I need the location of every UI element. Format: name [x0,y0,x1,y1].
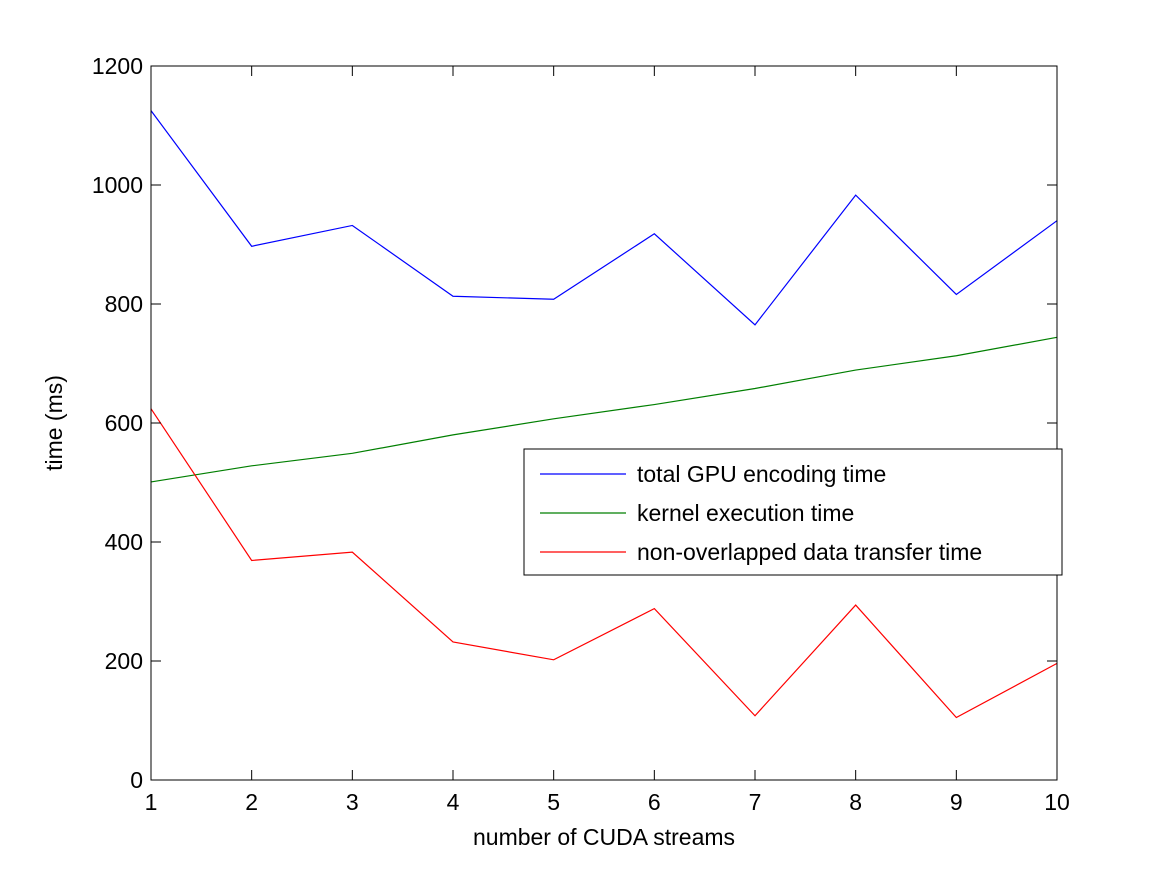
y-axis-label: time (ms) [41,375,67,471]
legend-label-1: total GPU encoding time [637,461,886,487]
y-tick-label: 200 [105,648,143,674]
y-tick-label: 800 [105,291,143,317]
x-tick-label: 2 [245,789,258,815]
legend-box [523,448,1063,576]
x-tick-label: 4 [447,789,460,815]
legend-label-3: non-overlapped data transfer time [637,539,982,565]
x-tick-label: 8 [849,789,862,815]
x-tick-label: 3 [346,789,359,815]
legend: total GPU encoding time kernel execution … [523,448,1063,576]
x-tick-label: 10 [1044,789,1070,815]
y-tick-label: 1200 [92,53,143,79]
tick-layer: 1 2 3 4 5 6 7 8 9 10 0 200 400 600 800 1000 1200 [92,53,1070,815]
series-line-2 [150,336,1058,483]
x-tick-label: 5 [547,789,560,815]
x-tick-label: 1 [145,789,158,815]
series-line-1 [150,110,1058,326]
y-tick-label: 0 [130,767,143,793]
x-tick-label: 7 [749,789,762,815]
legend-label-2: kernel execution time [637,500,854,526]
series-line-3 [150,408,1058,719]
x-tick-label: 6 [648,789,661,815]
y-tick-label: 1000 [92,172,143,198]
x-axis-label: number of CUDA streams [473,824,735,850]
y-tick-label: 600 [105,410,143,436]
y-tick-label: 400 [105,529,143,555]
series-layer [150,110,1058,719]
x-tick-label: 9 [950,789,963,815]
